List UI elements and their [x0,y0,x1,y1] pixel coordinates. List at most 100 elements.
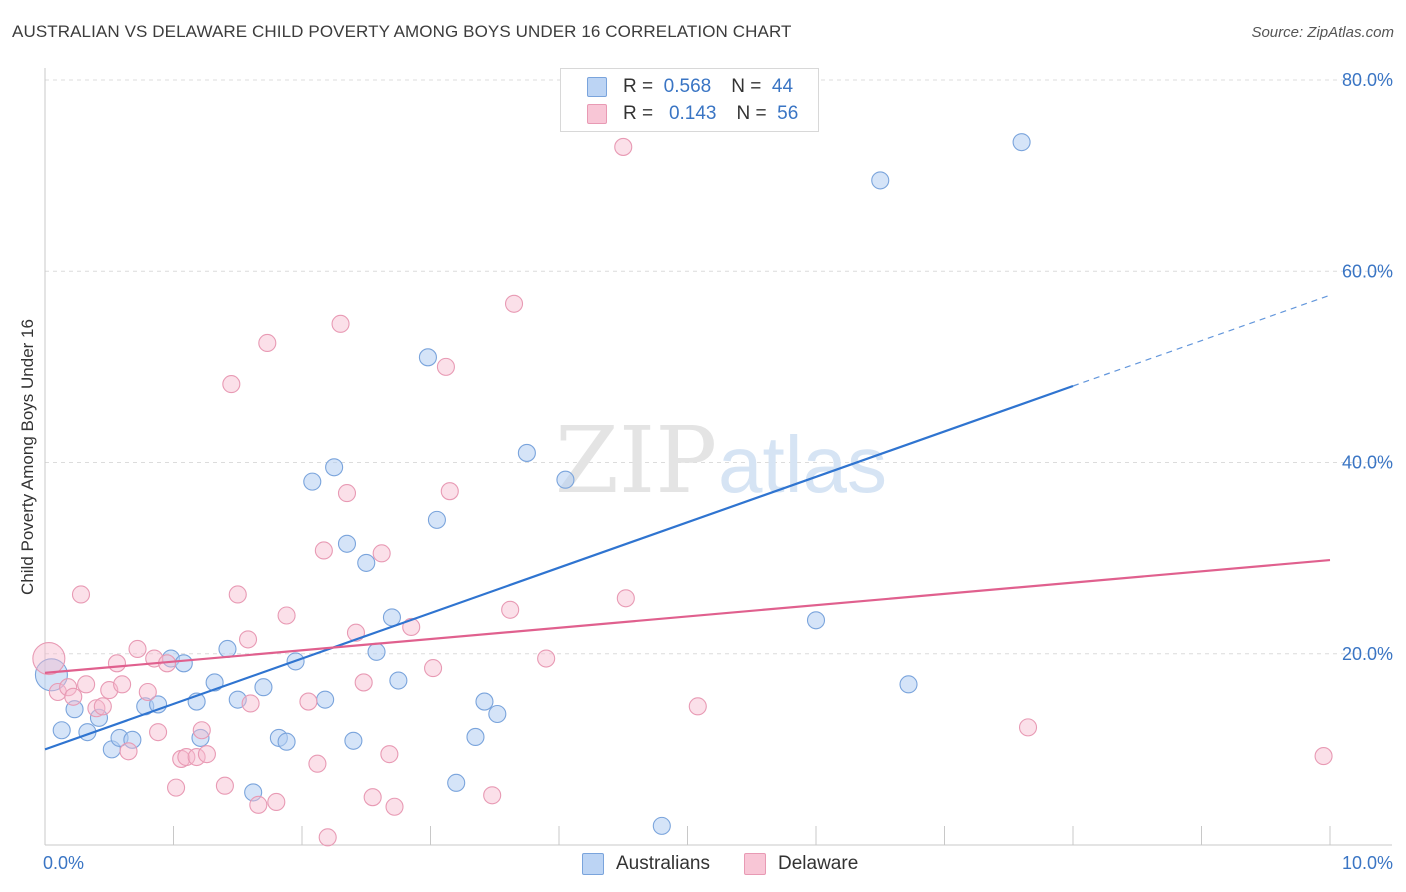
data-point-delaware [177,747,196,767]
data-point-delaware [93,697,112,716]
data-point-australians [899,675,918,694]
legend-n-label: N = [736,103,767,124]
y-tick-label: 80.0% [1342,70,1393,90]
data-point-australians [316,690,335,709]
data-point-delaware [308,754,327,773]
correlation-legend: R = 0.568 N = 44 R = 0.143 N = 56 [560,68,819,132]
data-point-delaware [363,788,382,807]
data-point-australians [337,534,357,553]
data-point-delaware [87,699,106,718]
data-point-australians [123,730,142,749]
data-point-delaware [197,745,216,764]
data-point-australians [357,553,376,572]
data-point-delaware [277,606,296,625]
data-point-delaware [314,541,333,560]
data-point-delaware [222,375,241,394]
trend-line-extension-australians [1072,294,1331,387]
data-point-delaware [688,697,707,716]
data-point-australians [806,611,826,630]
data-point-australians [191,728,210,747]
data-point-delaware [436,357,455,376]
legend-r-value: 0.568 [663,76,712,97]
data-point-delaware [1314,747,1333,766]
data-point-australians [447,773,466,792]
data-point-australians [254,678,273,697]
data-point-delaware [331,314,350,333]
data-point-delaware [149,723,168,742]
data-point-delaware [501,600,520,619]
data-point-delaware [318,828,337,847]
data-point-delaware [138,682,157,702]
chart-source: Source: ZipAtlas.com [1251,24,1394,41]
data-point-australians [205,673,224,692]
data-point-australians [652,816,671,835]
data-point-delaware [614,137,633,156]
bottom-legend-delaware: Delaware [744,852,858,876]
bottom-legend-label-delaware: Delaware [778,853,859,874]
data-point-australians [389,671,408,690]
legend-row-delaware: R = 0.143 N = 56 [587,102,798,126]
bottom-legend-australians: Australians [582,852,710,876]
data-point-australians [1012,133,1031,152]
data-point-delaware [299,692,318,711]
trend-line-australians [44,384,1074,751]
data-point-delaware [64,687,83,706]
data-point-australians [325,458,344,477]
data-point-delaware [128,639,147,659]
data-point-delaware [267,792,286,812]
legend-r-value: 0.143 [668,103,717,124]
data-point-australians [303,472,322,491]
y-tick-label: 40.0% [1342,453,1393,473]
data-point-delaware [228,585,247,604]
data-point-australians [517,443,536,462]
data-point-australians [277,732,296,751]
legend-swatch-australians [587,77,607,97]
legend-n-label: N = [731,76,762,97]
data-point-delaware [249,795,268,814]
data-point-delaware [59,678,78,697]
data-point-delaware [337,484,357,503]
data-point-delaware [241,694,260,713]
data-point-delaware [385,797,404,816]
x-tick-label: 0.0% [43,853,84,873]
data-point-delaware [167,778,186,797]
data-point-delaware [192,721,211,740]
legend-n-value: 44 [771,76,794,97]
data-point-delaware [537,649,556,668]
trend-line-delaware [44,558,1331,674]
data-point-delaware [380,745,399,764]
data-point-delaware [258,333,277,353]
data-point-delaware [187,747,206,767]
legend-r-label: R = [623,76,654,97]
y-axis-label: Child Poverty Among Boys Under 16 [18,319,37,595]
data-point-australians [871,171,890,190]
data-point-australians [556,470,575,489]
data-point-delaware [402,617,421,637]
chart-title: AUSTRALIAN VS DELAWARE CHILD POVERTY AMO… [12,22,792,41]
data-point-australians [475,692,494,711]
data-point-delaware [119,742,138,761]
legend-r-label: R = [623,103,654,124]
data-point-australians [466,727,485,746]
data-point-delaware [113,675,132,694]
data-point-australians [418,348,437,367]
y-tick-label: 20.0% [1342,644,1393,664]
data-point-delaware [77,675,96,694]
data-point-delaware [107,654,127,673]
legend-swatch-delaware [587,104,607,124]
data-point-delaware [372,544,391,563]
data-point-delaware [424,659,443,678]
data-point-delaware [71,585,91,604]
x-tick-label: 10.0% [1342,853,1393,873]
data-point-delaware [483,786,502,805]
watermark-atlas: atlas [718,420,887,509]
data-point-australians [218,639,237,659]
data-point-delaware [354,673,373,692]
data-point-delaware [440,482,459,501]
bottom-legend-label-australians: Australians [616,853,710,874]
data-point-australians [344,731,363,750]
bottom-legend-swatch-australians [582,853,604,875]
y-tick-label: 60.0% [1342,261,1393,281]
legend-row-australians: R = 0.568 N = 44 [587,75,793,99]
